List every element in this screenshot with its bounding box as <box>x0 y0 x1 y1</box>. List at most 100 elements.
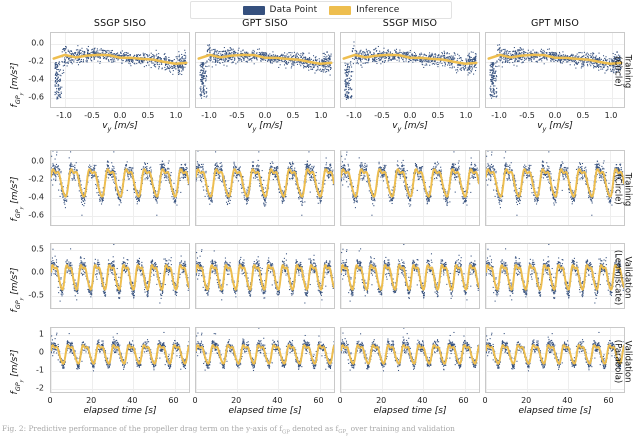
gridline-v <box>65 33 66 107</box>
series-layer <box>196 151 334 216</box>
gridline-h <box>486 43 624 45</box>
row-label-row1: Training (Circle) <box>613 54 633 89</box>
panel-r3-c2[interactable] <box>195 243 335 309</box>
gridline-v <box>439 33 440 107</box>
x-tick-row4: 40 <box>272 396 283 405</box>
x-tick-row4: 60 <box>313 396 324 405</box>
gridline-h <box>341 388 479 390</box>
x-tick-row4: 20 <box>86 396 97 405</box>
x-tick-row1: -1.0 <box>346 111 362 120</box>
gridline-h <box>486 272 624 274</box>
plot-area <box>196 328 334 392</box>
gridline-v <box>149 33 150 107</box>
gridline-v <box>382 328 384 392</box>
plot-area <box>51 244 189 308</box>
panel-r3-c1[interactable] <box>50 243 190 309</box>
inference-series <box>486 168 624 198</box>
data-point-series <box>489 44 622 99</box>
gridline-h <box>341 61 479 63</box>
x-tick-row1: 0.5 <box>141 111 155 120</box>
legend: Data Point Inference <box>190 1 452 19</box>
gridline-h <box>51 161 189 163</box>
x-tick-row1: 1.0 <box>169 111 183 120</box>
plot-area <box>51 33 189 107</box>
y-tick-row4: -2 <box>36 383 44 393</box>
panel-r2-c4[interactable] <box>485 150 625 226</box>
gridline-h <box>196 370 334 372</box>
panel-r2-c3[interactable] <box>340 150 480 226</box>
x-axis-label-row1: vy [m/s] <box>392 121 428 133</box>
inference-series <box>51 344 189 365</box>
x-tick-row1: 0.5 <box>576 111 590 120</box>
x-tick-row4: 20 <box>521 396 532 405</box>
gridline-h <box>341 370 479 372</box>
inference-series <box>486 344 624 365</box>
y-tick-row3: -0.5 <box>28 290 44 300</box>
gridline-h <box>51 272 189 274</box>
gridline-v <box>464 244 466 308</box>
series-layer <box>486 151 624 216</box>
data-point-series <box>54 45 187 100</box>
gridline-v <box>464 151 466 225</box>
gridline-h <box>51 216 189 218</box>
panel-r4-c3[interactable] <box>340 327 480 393</box>
panel-r1-c1[interactable] <box>50 32 190 108</box>
y-tick-row1: 0.0 <box>31 38 44 48</box>
panel-r3-c3[interactable] <box>340 243 480 309</box>
x-tick-row4: 20 <box>231 396 242 405</box>
gridline-v <box>341 328 342 392</box>
row-label-row2: Training (Circle) <box>613 172 633 207</box>
series-layer <box>196 249 334 304</box>
panel-r2-c1[interactable] <box>50 150 190 226</box>
series-layer <box>51 331 189 372</box>
gridline-h <box>51 61 189 63</box>
panel-r2-c2[interactable] <box>195 150 335 226</box>
y-tick-row1: -0.4 <box>28 74 44 84</box>
gridline-v <box>238 33 239 107</box>
y-tick-row4: 0 <box>38 347 44 357</box>
plot-area <box>196 244 334 308</box>
panel-r4-c4[interactable] <box>485 327 625 393</box>
panel-r1-c3[interactable] <box>340 32 480 108</box>
panel-r1-c4[interactable] <box>485 32 625 108</box>
gridline-h <box>51 335 189 337</box>
gridline-v <box>528 33 529 107</box>
gridline-h <box>486 98 624 100</box>
gridline-v <box>196 328 197 392</box>
panel-r4-c1[interactable] <box>50 327 190 393</box>
x-tick-row4: 0 <box>47 396 53 405</box>
panel-r1-c2[interactable] <box>195 32 335 108</box>
gridline-h <box>51 43 189 45</box>
plot-area <box>341 244 479 308</box>
gridline-v <box>584 33 585 107</box>
x-tick-row4: 60 <box>168 396 179 405</box>
x-tick-row4: 0 <box>337 396 343 405</box>
gridline-v <box>609 328 611 392</box>
plot-area <box>196 33 334 107</box>
x-tick-row1: 1.0 <box>314 111 328 120</box>
gridline-v <box>121 33 122 107</box>
data-point-series <box>196 249 334 304</box>
gridline-h <box>486 335 624 337</box>
legend-label-data-point: Data Point <box>269 5 318 15</box>
series-layer <box>486 331 624 372</box>
gridline-v <box>237 328 239 392</box>
x-tick-row1: 0.5 <box>431 111 445 120</box>
gridline-h <box>341 161 479 163</box>
y-tick-row4: 1 <box>38 329 44 339</box>
x-tick-row1: -1.0 <box>56 111 72 120</box>
y-tick-row2: -0.2 <box>28 174 44 184</box>
gridline-v <box>319 244 321 308</box>
column-title-ssgp-miso: SSGP MISO <box>382 18 438 29</box>
data-point-series <box>344 41 477 100</box>
gridline-h <box>196 388 334 390</box>
gridline-v <box>486 244 487 308</box>
series-layer <box>196 328 334 372</box>
panel-r3-c4[interactable] <box>485 243 625 309</box>
y-tick-row2: 0.0 <box>31 156 44 166</box>
plot-area <box>341 151 479 225</box>
gridline-v <box>92 151 94 225</box>
series-layer <box>341 328 479 372</box>
data-point-series <box>196 151 334 216</box>
panel-r4-c2[interactable] <box>195 327 335 393</box>
